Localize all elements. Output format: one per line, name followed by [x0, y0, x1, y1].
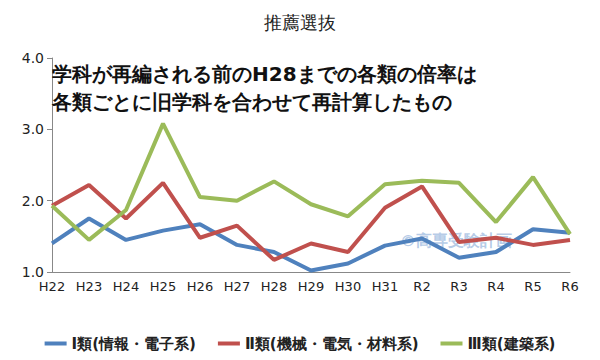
- svg-text:H26: H26: [187, 279, 213, 294]
- svg-text:H29: H29: [298, 279, 324, 294]
- svg-text:R4: R4: [487, 279, 504, 294]
- svg-text:H30: H30: [335, 279, 361, 294]
- svg-text:H22: H22: [39, 279, 65, 294]
- svg-text:R5: R5: [524, 279, 541, 294]
- svg-text:H23: H23: [76, 279, 102, 294]
- svg-text:2.0: 2.0: [22, 193, 44, 209]
- svg-text:各類ごとに旧学科を合わせて再計算したもの: 各類ごとに旧学科を合わせて再計算したもの: [51, 90, 452, 114]
- svg-text:©高専受験計画: ©高専受験計画: [400, 230, 512, 250]
- svg-text:H31: H31: [372, 279, 398, 294]
- svg-text:H24: H24: [113, 279, 139, 294]
- svg-text:R6: R6: [561, 279, 578, 294]
- svg-text:1.0: 1.0: [22, 264, 44, 280]
- svg-text:4.0: 4.0: [22, 50, 44, 66]
- svg-text:学科が再編される前のH28までの各類の倍率は: 学科が再編される前のH28までの各類の倍率は: [52, 62, 477, 86]
- svg-text:R2: R2: [413, 279, 430, 294]
- svg-text:Ⅲ類(建築系): Ⅲ類(建築系): [467, 335, 555, 353]
- svg-text:R3: R3: [450, 279, 467, 294]
- svg-text:Ⅰ類(情報・電子系): Ⅰ類(情報・電子系): [72, 335, 196, 353]
- svg-text:3.0: 3.0: [22, 121, 44, 137]
- svg-text:H25: H25: [150, 279, 176, 294]
- svg-text:Ⅱ類(機械・電気・材料系): Ⅱ類(機械・電気・材料系): [245, 335, 419, 353]
- svg-text:H27: H27: [224, 279, 250, 294]
- svg-text:H28: H28: [261, 279, 287, 294]
- svg-text:推薦選抜: 推薦選抜: [264, 12, 336, 33]
